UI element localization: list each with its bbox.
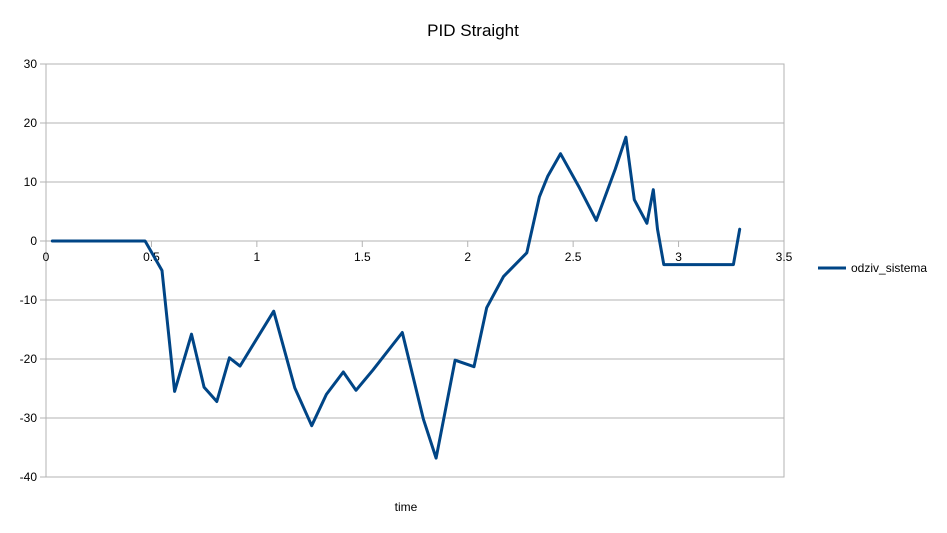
plot-area-border [45,63,785,478]
y-tick-label: 0 [30,234,37,248]
y-tick-label: 20 [24,116,38,130]
x-axis-tick-labels: 0 0.5 1 1.5 2 2.5 3 3.5 [43,250,793,264]
x-tick-label: 0 [43,250,50,264]
x-tick-label: 2.5 [565,250,582,264]
y-tick-label: 10 [24,175,38,189]
x-tick-label: 1.5 [354,250,371,264]
x-tick-label: 1 [254,250,261,264]
y-tick-label: -30 [20,411,38,425]
x-axis [45,240,785,247]
x-tick-label: 3 [675,250,682,264]
y-tick-label: 30 [24,57,38,71]
gridlines [40,63,784,478]
legend-label-odziv-sistema: odziv_sistema [851,261,927,275]
x-tick-label: 2 [464,250,471,264]
y-tick-label: -20 [20,352,38,366]
y-axis-tick-labels: 30 20 10 0 -10 -20 -30 -40 [20,57,38,484]
y-tick-label: -40 [20,470,38,484]
chart-title: PID Straight [427,21,519,40]
x-tick-label: 3.5 [776,250,793,264]
x-axis-label: time [395,500,418,514]
series-line-odziv-sistema [50,135,742,460]
series-layer [50,135,742,460]
y-tick-label: -10 [20,293,38,307]
legend: odziv_sistema [818,261,927,275]
